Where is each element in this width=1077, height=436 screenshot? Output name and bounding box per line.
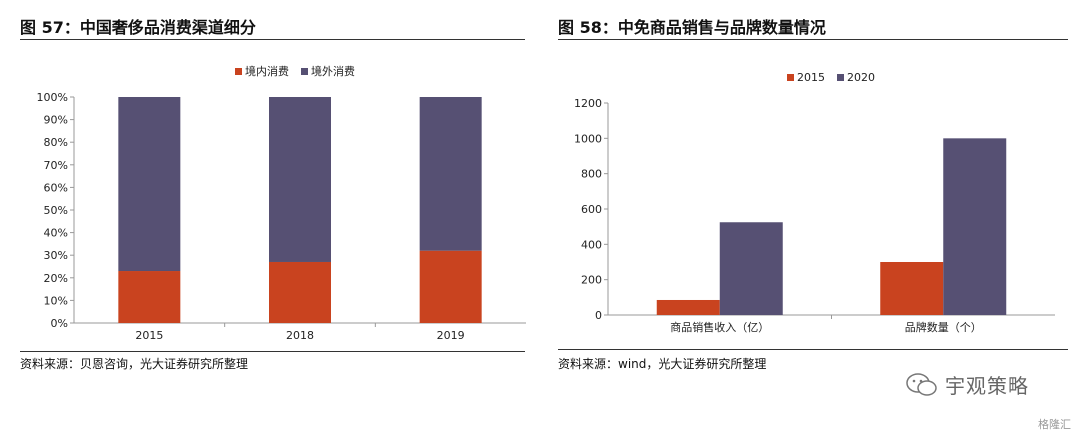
left-source-rule xyxy=(20,351,525,352)
left-panel: 图 57：中国奢侈品消费渠道细分 0% 10% 20% 30% 40% 50% 60% 70%… xyxy=(20,18,526,371)
y-tick-label: 1000 xyxy=(574,132,602,145)
y-tick-label: 90% xyxy=(44,114,68,127)
bar-segment xyxy=(419,97,482,251)
x-tick-label: 2015 xyxy=(135,329,163,342)
legend-label: 境内消费 xyxy=(245,64,289,78)
bar-segment xyxy=(118,271,181,323)
left-source-note: 资料来源：贝恩咨询，光大证券研究所整理 xyxy=(20,357,249,371)
y-tick-label: 20% xyxy=(44,272,68,285)
corner-watermark: 格隆汇 xyxy=(1038,418,1071,431)
right-title-rule xyxy=(558,39,1068,40)
x-tick-label: 2019 xyxy=(437,329,465,342)
y-tick-label: 200 xyxy=(581,274,602,287)
x-tick-label: 2018 xyxy=(286,329,314,342)
left-chart: 0% 10% 20% 30% 40% 50% 60% 70% 80% 90% 100% 2015 201… xyxy=(37,64,526,342)
y-tick-label: 600 xyxy=(581,203,602,216)
y-tick-label: 50% xyxy=(44,204,68,217)
legend-swatch xyxy=(787,74,794,81)
legend-label: 境外消费 xyxy=(311,64,355,78)
right-source-note: 资料来源：wind，光大证券研究所整理 xyxy=(558,357,767,371)
bar xyxy=(719,222,783,315)
x-tick-label: 商品销售收入（亿） xyxy=(670,320,769,334)
right-panel: 图 58：中免商品销售与品牌数量情况 0 200 400 600 800 1000 1200… xyxy=(540,0,1077,436)
bar-segment xyxy=(269,261,331,323)
y-tick-label: 800 xyxy=(581,168,602,181)
legend-swatch xyxy=(235,68,242,75)
y-tick-label: 0 xyxy=(595,309,602,322)
y-tick-label: 70% xyxy=(44,159,68,172)
right-chart-title: 图 58：中免商品销售与品牌数量情况 xyxy=(558,18,826,37)
y-tick-label: 30% xyxy=(44,249,68,262)
x-tick-label: 品牌数量（个） xyxy=(905,320,982,334)
y-tick-label: 40% xyxy=(44,227,68,240)
bar xyxy=(656,299,720,315)
right-source-rule xyxy=(558,349,1068,350)
left-title-rule xyxy=(20,39,525,40)
legend-swatch xyxy=(837,74,844,81)
y-tick-label: 100% xyxy=(37,91,68,104)
right-chart: 0 200 400 600 800 1000 1200 商品销售收入（亿） 品牌数量（个） 201… xyxy=(574,71,1055,334)
legend-label: 2015 xyxy=(797,71,825,84)
y-tick-label: 60% xyxy=(44,181,68,194)
y-tick-label: 10% xyxy=(44,294,68,307)
y-tick-label: 1200 xyxy=(574,97,602,110)
bar-segment xyxy=(118,97,181,272)
wechat-icon xyxy=(906,372,937,396)
y-tick-label: 80% xyxy=(44,136,68,149)
bar-segment xyxy=(269,97,331,262)
legend-label: 2020 xyxy=(847,71,875,84)
bar xyxy=(880,262,944,315)
y-tick-label: 400 xyxy=(581,238,602,251)
left-chart-title: 图 57：中国奢侈品消费渠道细分 xyxy=(20,18,256,37)
bar-segment xyxy=(419,250,482,323)
y-tick-label: 0% xyxy=(51,317,68,330)
legend-swatch xyxy=(301,68,308,75)
watermark: 宇观策略 xyxy=(905,370,1029,399)
watermark-brand: 宇观策略 xyxy=(945,374,1029,398)
bar xyxy=(943,138,1007,315)
